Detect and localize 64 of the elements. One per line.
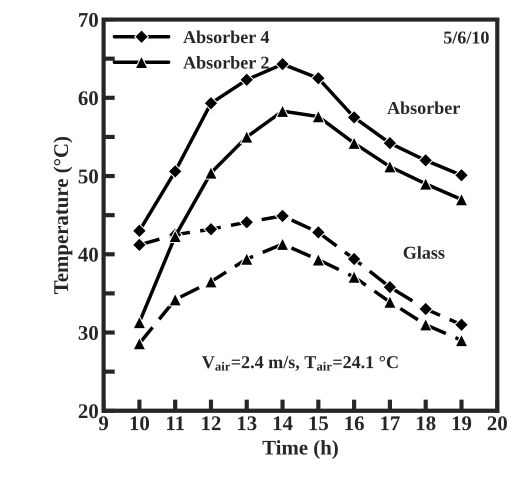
x-tick-label: 17 [381, 416, 400, 430]
point [276, 104, 290, 118]
point [418, 302, 434, 316]
point [454, 168, 469, 183]
point [310, 70, 326, 86]
annotation: Glass [404, 246, 444, 259]
x-tick-label: 18 [416, 416, 436, 430]
point [383, 160, 397, 174]
x-tick-label: 13 [238, 416, 256, 430]
x-tick-label: 19 [452, 416, 472, 430]
point [275, 56, 290, 72]
point [382, 280, 398, 295]
point [276, 237, 290, 251]
x-tick-label: 14 [274, 416, 293, 430]
x-tick-label: 16 [345, 416, 364, 430]
point [132, 237, 147, 252]
point [347, 136, 361, 150]
point [132, 223, 147, 238]
point [312, 110, 326, 124]
point [204, 274, 218, 288]
point [275, 208, 290, 224]
y-tick-label: 20 [78, 404, 98, 418]
x-tick-label: 12 [202, 416, 220, 430]
point [310, 224, 326, 240]
point [240, 252, 254, 266]
y-tick-label: 70 [79, 12, 98, 27]
point [240, 130, 254, 144]
legend-label: Absorber 4 [183, 30, 270, 44]
annotation: 5/6/10 [444, 31, 489, 44]
x-tick-label: 15 [310, 416, 328, 430]
point [168, 292, 182, 306]
x-tick-label: 11 [167, 416, 184, 430]
y-axis-title: Temperature (°C) [53, 136, 72, 294]
point [347, 270, 361, 284]
point [239, 214, 254, 230]
y-tick-label: 30 [78, 326, 98, 340]
point [418, 177, 432, 191]
point [312, 252, 326, 267]
y-tick-label: 50 [78, 169, 98, 184]
point [239, 72, 254, 88]
point [418, 318, 432, 332]
annotation: V$_{air}$=2.4 m/s, T$_{air}$=24.1 °C [202, 356, 398, 371]
point [454, 317, 469, 332]
x-tick-label: 20 [488, 416, 507, 430]
x-axis-title: Time (h) [262, 440, 338, 459]
point [454, 334, 468, 348]
point [454, 192, 468, 206]
point [383, 295, 397, 309]
point [346, 252, 362, 266]
point [346, 110, 362, 125]
x-tick-label: 10 [130, 416, 150, 430]
point [168, 164, 183, 179]
point [204, 96, 218, 111]
point [418, 152, 434, 168]
point [132, 316, 146, 330]
point [204, 222, 218, 237]
y-tick-label: 40 [78, 248, 98, 262]
x-tick-label: 9 [98, 416, 108, 430]
annotation: Absorber [387, 101, 460, 114]
point [132, 336, 146, 350]
point [204, 166, 218, 180]
legend-label: Absorber 2 [183, 56, 269, 69]
point [382, 136, 398, 151]
y-tick-label: 60 [78, 91, 98, 106]
